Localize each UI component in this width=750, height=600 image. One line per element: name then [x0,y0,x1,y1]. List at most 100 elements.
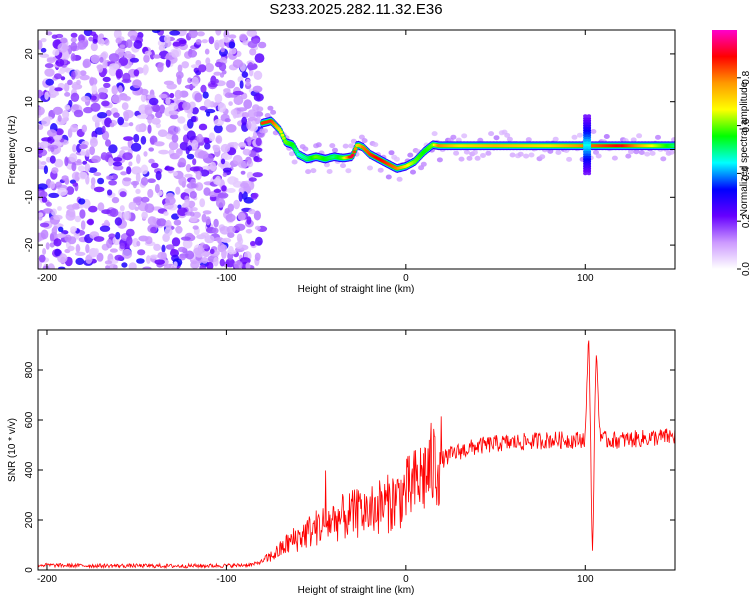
noise-blob [49,181,56,190]
noise-blob [113,165,124,171]
noise-blob [125,228,135,237]
noise-blob [97,64,104,73]
noise-blob [90,102,101,112]
noise-blob [202,244,209,249]
noise-blob [136,114,147,119]
noise-blob [181,61,189,69]
noise-blob [239,33,248,42]
noise-blob [101,209,112,215]
noise-blob [215,30,222,36]
noise-blob [208,36,215,45]
noise-blob [199,264,207,269]
noise-blob [186,130,196,141]
noise-blob [108,180,117,186]
ridge-halo [264,113,271,118]
noise-blob [73,109,84,118]
noise-blob [227,176,238,185]
colorbar-ticks: 0.0 0.2 0.4 0.6 0.8 [737,70,750,276]
noise-blob [38,106,45,116]
noise-blob [88,167,98,174]
colorbar-tick-label: 0.4 [741,166,750,180]
noise-blob [198,64,207,73]
ridge-halo [345,168,352,174]
noise-blob [221,237,232,243]
noise-blob [122,248,133,259]
ridge-halo [396,176,403,182]
ridge-halo [372,142,379,148]
noise-blob [90,95,97,101]
noise-blob [119,191,127,198]
noise-blob [145,236,153,245]
noise-blob [224,118,231,123]
ridge-halo [555,150,562,155]
noise-blob [173,261,178,268]
noise-blob [205,57,211,65]
noise-blob [246,120,252,130]
noise-blob [106,239,113,249]
noise-blob [125,39,133,48]
noise-blob [255,236,263,246]
noise-blob [52,91,60,96]
noise-blob [144,106,153,116]
noise-blob [203,137,209,144]
noise-blob [151,118,161,125]
noise-blob [52,49,60,56]
noise-blob [175,148,183,157]
y-tick-label: 0 [24,146,35,152]
noise-blob [122,109,134,119]
noise-blob [224,92,233,99]
noise-blob [44,63,54,69]
noise-blob [191,76,199,87]
noise-blob [70,92,80,103]
noise-blob [142,266,152,269]
noise-blob [54,87,63,92]
noise-blob [70,226,77,233]
noise-blob [64,156,69,167]
noise-blob [214,93,223,104]
noise-blob [147,178,156,183]
ridge-halo [628,149,634,155]
snr-panel: -200 -100 0 100 0 200 400 600 800 Height of stra… [7,329,676,596]
noise-blob [251,120,256,130]
noise-blob [168,102,179,111]
noise-blob [254,53,265,63]
ridge-core [293,147,298,151]
colorbar-tick-label: 0.0 [741,262,750,276]
noise-blob [240,182,250,189]
noise-blob [234,241,243,249]
noise-blob [88,36,94,42]
noise-blob [128,262,137,269]
noise-blob [190,116,197,123]
noise-blob [74,251,86,256]
noise-blob [111,196,120,204]
noise-blob [108,53,120,63]
noise-blob [239,80,244,89]
noise-blob [149,254,159,259]
noise-blob [186,182,197,189]
x-tick-label: -200 [37,574,57,585]
noise-blob [191,207,198,212]
noise-blob [164,166,175,171]
noise-blob [191,107,199,115]
ridge-halo [488,131,495,137]
ridge-halo [291,159,298,165]
noise-blob [62,109,70,119]
noise-blob [195,170,202,180]
noise-blob [79,70,87,76]
y-tick-label: 200 [24,511,35,528]
noise-blob [212,144,221,153]
noise-blob [219,258,225,267]
noise-blob [148,158,155,164]
noise-blob [143,66,148,76]
noise-blob [82,160,88,165]
noise-blob [218,62,227,71]
noise-blob [204,142,211,150]
x-tick-label: -100 [216,574,236,585]
noise-blob [135,172,141,183]
noise-blob [158,149,170,155]
noise-blob [250,193,258,200]
noise-blob [71,162,77,172]
ridge-halo [377,167,384,173]
